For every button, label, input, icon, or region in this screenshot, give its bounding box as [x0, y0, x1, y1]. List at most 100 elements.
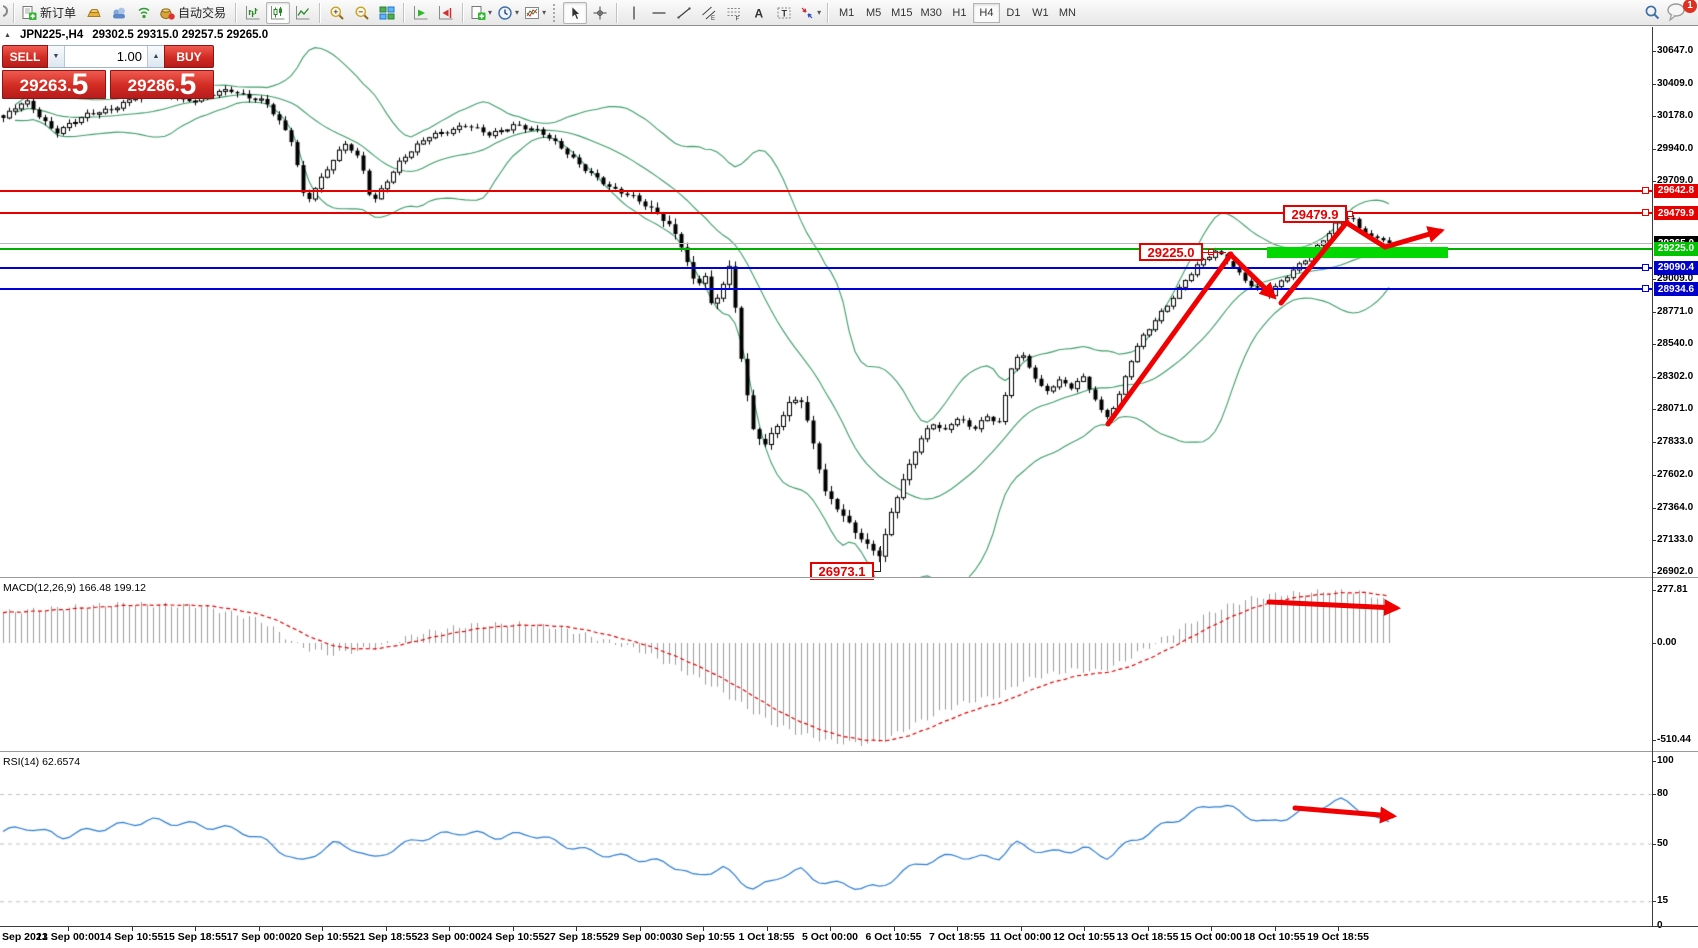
cursor-icon	[567, 5, 583, 21]
fibonacci-tool-button[interactable]: F	[722, 2, 746, 24]
line-handle[interactable]	[1642, 263, 1649, 271]
time-axis-tick-mark	[131, 927, 133, 931]
market-watch-button[interactable]	[82, 2, 106, 24]
sell-button[interactable]: SELL	[2, 45, 48, 68]
search-button[interactable]	[1640, 2, 1664, 24]
ask-price-panel[interactable]: 29286. 5	[110, 69, 214, 99]
search-icon	[1643, 4, 1661, 22]
bid-price-panel[interactable]: 29263. 5	[2, 69, 106, 99]
trend-arrow[interactable]	[1292, 805, 1398, 824]
trend-arrow[interactable]	[1344, 220, 1388, 250]
horizontal-level-line[interactable]	[0, 266, 1652, 269]
trend-arrow[interactable]	[1382, 226, 1445, 250]
crosshair-tool-button[interactable]	[588, 2, 612, 24]
vertical-line-tool-button[interactable]	[622, 2, 646, 24]
horizontal-level-line[interactable]	[0, 212, 1652, 215]
new-chart-button[interactable]: ▾	[468, 2, 494, 24]
candlestick-chart-button[interactable]	[266, 1, 291, 24]
price-axis-tick: 28771.0	[1657, 305, 1694, 317]
annotation-handle[interactable]	[1347, 211, 1353, 217]
trend-arrow[interactable]	[1227, 251, 1277, 300]
time-axis-label: 20 Sep 10:55	[290, 931, 354, 943]
horizontal-level-line[interactable]	[0, 288, 1652, 291]
signals-button[interactable]	[132, 2, 156, 24]
notifications-button[interactable]: 1	[1665, 0, 1697, 25]
auto-scroll-button[interactable]	[409, 2, 433, 24]
timeframe-button-h4[interactable]: H4	[972, 2, 1000, 23]
autotrading-label: 自动交易	[178, 6, 227, 20]
ask-price: 29286.	[127, 76, 180, 95]
equidistant-channel-tool-button[interactable]: E	[697, 2, 721, 24]
line-handle[interactable]	[1642, 186, 1649, 194]
arrows-tool-icon	[799, 5, 815, 21]
toolbar-separator	[616, 2, 619, 23]
indicators-button[interactable]: ▾	[522, 2, 548, 24]
tile-windows-button[interactable]	[375, 2, 399, 24]
price-axis-tick-mark	[1652, 539, 1656, 541]
timeframe-button-m5[interactable]: M5	[865, 6, 882, 19]
volume-increase-button[interactable]: ▲	[147, 46, 164, 67]
price-axis-tick-mark	[1652, 149, 1656, 151]
bar-chart-icon	[245, 5, 261, 21]
line-handle[interactable]	[1642, 209, 1649, 217]
one-click-trading-panel: SELL ▼ 1.00 ▲ BUY 29263. 5 29286. 5	[2, 45, 214, 99]
annotation-connector	[1203, 251, 1226, 253]
trend-arrow[interactable]	[1105, 251, 1234, 427]
autotrading-button[interactable]: 自动交易	[157, 2, 231, 24]
zoom-in-button[interactable]	[325, 2, 349, 24]
horizontal-line-icon	[651, 5, 667, 21]
navigator-button[interactable]	[107, 2, 131, 24]
macd-axis-tick: -510.44	[1657, 733, 1691, 745]
support-zone-rect[interactable]	[1267, 247, 1448, 258]
timeframe-button-d1[interactable]: D1	[1006, 6, 1021, 19]
rsi-axis-tick: 80	[1657, 788, 1669, 799]
volume-decrease-button[interactable]: ▼	[48, 46, 65, 67]
price-axis-border	[1652, 27, 1653, 926]
rsi-indicator-label: RSI(14) 62.6574	[3, 756, 81, 768]
new-order-button[interactable]: 新订单	[19, 2, 81, 24]
zoom-out-button[interactable]	[350, 2, 374, 24]
timeframe-button-m15[interactable]: M15	[891, 6, 913, 19]
time-axis-label: 21 Sep 18:55	[353, 931, 418, 943]
time-axis-tick-mark	[1338, 927, 1339, 931]
price-axis-tick: 30409.0	[1657, 78, 1694, 90]
horizontal-level-line[interactable]	[0, 247, 1652, 250]
price-annotation-box[interactable]: 29225.0	[1139, 243, 1203, 261]
price-annotation-box[interactable]: 29479.9	[1283, 205, 1347, 223]
timeframe-button-mn[interactable]: MN	[1058, 6, 1076, 19]
toolbar-drag-handle[interactable]	[553, 3, 558, 22]
time-axis-tick-mark	[1274, 927, 1276, 931]
panel-separator-macd[interactable]	[0, 577, 1698, 579]
trend-arrow[interactable]	[1266, 598, 1402, 616]
volume-value[interactable]: 1.00	[116, 49, 142, 64]
toolbar-separator	[235, 2, 238, 23]
horizontal-level-line[interactable]	[0, 189, 1652, 192]
time-axis-label: 19 Oct 18:55	[1307, 931, 1369, 943]
price-annotation-box[interactable]: 26973.1	[810, 562, 874, 580]
periods-button[interactable]: ▾	[495, 2, 521, 24]
rsi-axis-tick-mark	[1652, 843, 1656, 845]
trendline-tool-button[interactable]	[672, 2, 696, 24]
text-label-tool-button[interactable]: T	[772, 2, 796, 24]
horizontal-level-line[interactable]	[0, 242, 1652, 244]
timeframe-button-m1[interactable]: M1	[838, 6, 855, 19]
timeframe-button-h1[interactable]: H1	[952, 6, 967, 19]
line-chart-button[interactable]	[291, 2, 315, 24]
text-tool-button[interactable]: A	[747, 2, 771, 24]
chart-shift-button[interactable]	[434, 2, 458, 24]
timeframe-button-m30[interactable]: M30	[920, 6, 942, 19]
line-handle[interactable]	[1642, 285, 1649, 293]
buy-button[interactable]: BUY	[164, 45, 214, 68]
trend-arrow[interactable]	[1278, 219, 1350, 306]
cursor-tool-button[interactable]	[563, 1, 588, 24]
horizontal-line-tool-button[interactable]	[647, 2, 671, 24]
panel-separator-rsi[interactable]	[0, 751, 1698, 753]
timeframe-button-w1[interactable]: W1	[1032, 6, 1049, 19]
price-axis-tick: 28071.0	[1657, 403, 1694, 415]
arrows-tool-button[interactable]: ▾	[797, 2, 823, 24]
bar-chart-button[interactable]	[241, 2, 265, 24]
time-axis-tick-mark	[639, 927, 641, 931]
time-axis-tick-mark	[258, 927, 260, 931]
